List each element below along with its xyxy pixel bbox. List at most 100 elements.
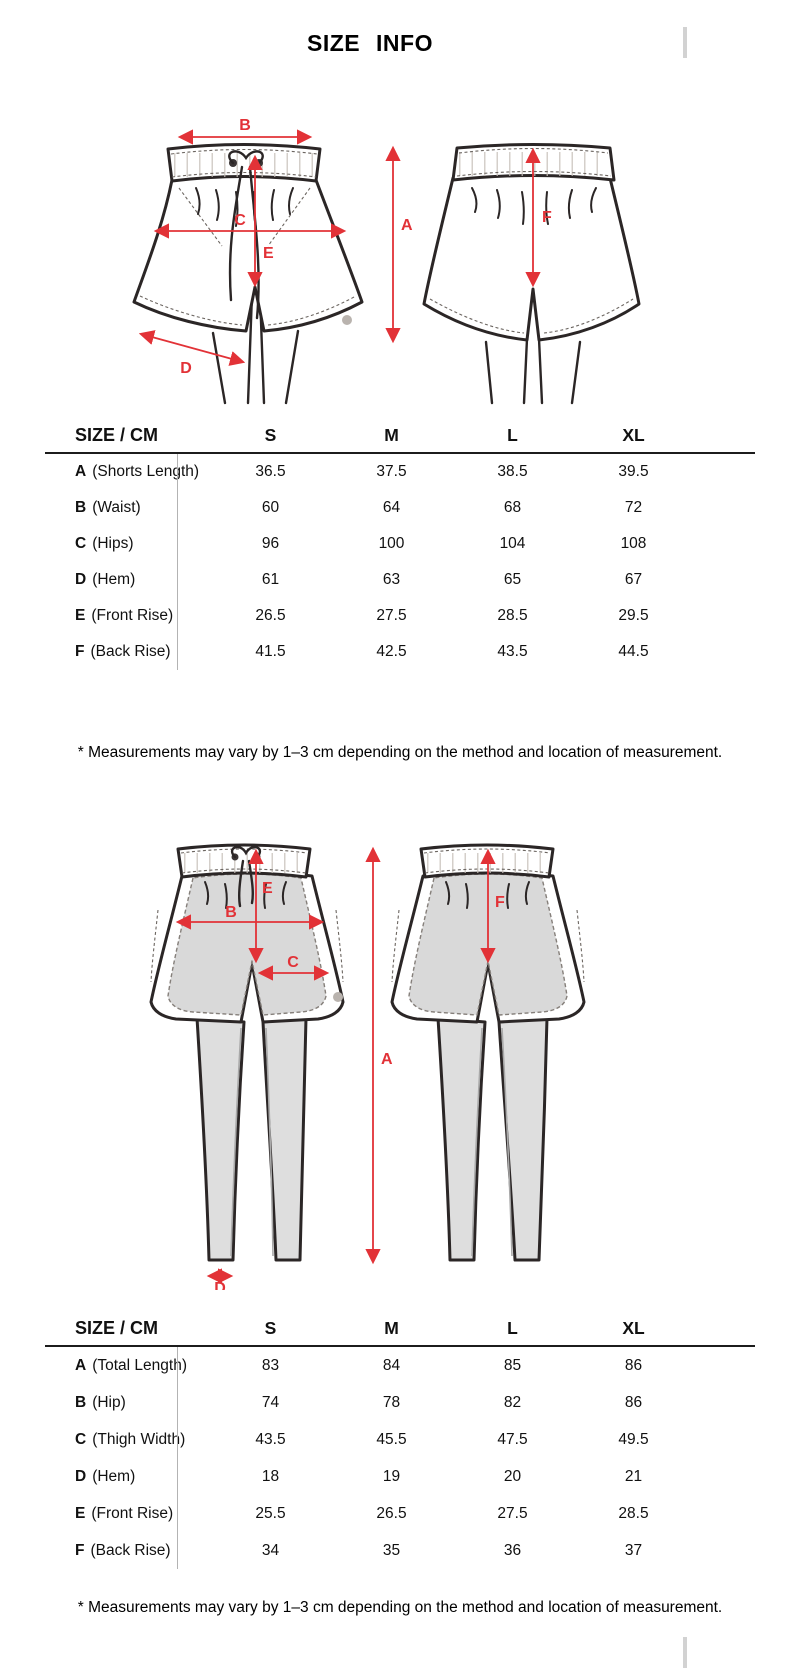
size-value: 86 xyxy=(624,1356,643,1374)
size-value: 25.5 xyxy=(255,1504,286,1522)
table-row: C (Thigh Width) 43.5 45.5 47.5 49.5 xyxy=(45,1421,755,1458)
measure-label-d: D xyxy=(180,360,192,377)
row-label: F (Back Rise) xyxy=(75,1541,171,1559)
size-value: 61 xyxy=(261,571,280,588)
size-value: 100 xyxy=(378,535,405,552)
size-value: 47.5 xyxy=(497,1430,528,1448)
size-value: 43.5 xyxy=(255,1430,286,1448)
leggings-measurement-diagram: E B C A D F xyxy=(149,843,586,1290)
size-value: 67 xyxy=(624,571,643,588)
table-header-row: SIZE / CM S M L XL xyxy=(45,1312,755,1345)
size-value: 68 xyxy=(503,499,522,516)
measurement-disclaimer: * Measurements may vary by 1–3 cm depend… xyxy=(77,744,723,761)
col-header-s: S xyxy=(264,1318,277,1338)
size-value: 39.5 xyxy=(618,463,649,480)
row-label: C (Hips) xyxy=(75,535,134,552)
page-title: SIZE INFO xyxy=(307,30,433,56)
column-divider xyxy=(177,1347,178,1569)
size-value: 64 xyxy=(382,499,401,516)
size-value: 34 xyxy=(261,1541,280,1559)
column-divider xyxy=(177,454,178,670)
col-header-s: S xyxy=(264,425,277,445)
size-value: 108 xyxy=(620,535,647,552)
size-value: 43.5 xyxy=(497,643,528,660)
table-row: B (Hip) 74 78 82 86 xyxy=(45,1384,755,1421)
table-row: C (Hips) 96 100 104 108 xyxy=(45,526,755,562)
size-value: 28.5 xyxy=(618,1504,649,1522)
size-table-leggings: SIZE / CM S M L XL A (Total Length) 83 84… xyxy=(45,1312,755,1569)
row-label: E (Front Rise) xyxy=(75,607,174,624)
col-header-m: M xyxy=(384,425,399,445)
table-row: F (Back Rise) 34 35 36 37 xyxy=(45,1532,755,1569)
measure-label-c: C xyxy=(287,954,299,971)
measure-label-c: C xyxy=(234,212,246,229)
col-header-size-cm: SIZE / CM xyxy=(75,1318,159,1338)
size-value: 26.5 xyxy=(376,1504,407,1522)
table-row: E (Front Rise) 26.5 27.5 28.5 29.5 xyxy=(45,598,755,634)
size-value: 35 xyxy=(382,1541,401,1559)
size-value: 28.5 xyxy=(497,607,528,624)
col-header-l: L xyxy=(507,425,518,445)
col-header-l: L xyxy=(507,1318,518,1338)
row-label: B (Waist) xyxy=(75,499,141,516)
measure-label-a: A xyxy=(401,217,413,234)
scrollbar-fragment-bottom xyxy=(683,1637,687,1668)
size-value: 19 xyxy=(382,1467,401,1485)
col-header-xl: XL xyxy=(622,425,645,445)
size-value: 74 xyxy=(261,1393,280,1411)
row-label: D (Hem) xyxy=(75,1467,136,1485)
measure-label-a: A xyxy=(381,1051,393,1068)
measure-label-b: B xyxy=(225,904,237,921)
size-value: 104 xyxy=(499,535,526,552)
size-value: 72 xyxy=(624,499,643,516)
size-value: 37.5 xyxy=(376,463,407,480)
col-header-m: M xyxy=(384,1318,399,1338)
size-value: 36.5 xyxy=(255,463,286,480)
size-value: 49.5 xyxy=(618,1430,649,1448)
table-row: D (Hem) 18 19 20 21 xyxy=(45,1458,755,1495)
size-value: 41.5 xyxy=(255,643,286,660)
table-row: A (Total Length) 83 84 85 86 xyxy=(45,1347,755,1384)
size-value: 29.5 xyxy=(618,607,649,624)
row-label: B (Hip) xyxy=(75,1393,126,1411)
table-row: E (Front Rise) 25.5 26.5 27.5 28.5 xyxy=(45,1495,755,1532)
row-label: D (Hem) xyxy=(75,571,136,588)
size-value: 37 xyxy=(624,1541,643,1559)
size-value: 27.5 xyxy=(376,607,407,624)
size-value: 26.5 xyxy=(255,607,286,624)
header-rule xyxy=(45,1345,755,1347)
scrollbar-fragment-top xyxy=(683,27,687,58)
measure-label-f: F xyxy=(542,209,552,226)
size-value: 44.5 xyxy=(618,643,649,660)
measure-label-e: E xyxy=(263,245,274,262)
size-value: 96 xyxy=(261,535,280,552)
size-value: 65 xyxy=(503,571,522,588)
size-value: 84 xyxy=(382,1356,401,1374)
size-value: 60 xyxy=(261,499,280,516)
table-row: F (Back Rise) 41.5 42.5 43.5 44.5 xyxy=(45,634,755,670)
size-value: 78 xyxy=(382,1393,401,1411)
measurement-marks-leggings: E B C A D F xyxy=(175,846,505,1290)
shorts-measurement-diagram: B C E A D F xyxy=(132,117,641,405)
table-row: D (Hem) 61 63 65 67 xyxy=(45,562,755,598)
size-value: 83 xyxy=(261,1356,280,1374)
size-value: 63 xyxy=(382,571,401,588)
measure-label-b: B xyxy=(239,117,251,134)
size-value: 82 xyxy=(503,1393,522,1411)
size-value: 38.5 xyxy=(497,463,528,480)
row-label: A (Shorts Length) xyxy=(75,463,200,480)
size-value: 42.5 xyxy=(376,643,407,660)
measurement-marks-shorts: B C E A D F xyxy=(138,117,552,377)
size-value: 85 xyxy=(503,1356,522,1374)
size-value: 45.5 xyxy=(376,1430,407,1448)
measure-label-d: D xyxy=(214,1280,226,1290)
size-value: 86 xyxy=(624,1393,643,1411)
leggings-front-view xyxy=(149,843,345,1262)
shorts-back-view xyxy=(422,143,641,405)
row-label: C (Thigh Width) xyxy=(75,1430,186,1448)
table-row: B (Waist) 60 64 68 72 xyxy=(45,490,755,526)
measure-label-f: F xyxy=(495,894,505,911)
table-header-row: SIZE / CM S M L XL xyxy=(45,419,755,452)
row-label: E (Front Rise) xyxy=(75,1504,174,1522)
